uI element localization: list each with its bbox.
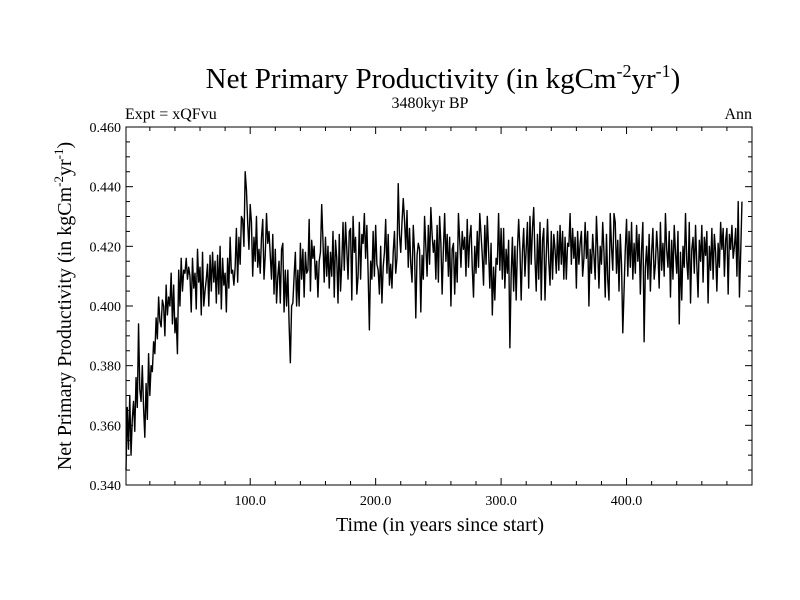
axes-layer: 0.340 0.360 0.380 0.400 0.420 0.440 0.460 100.0…	[90, 121, 752, 509]
x-tick-label: 400.0	[611, 494, 643, 509]
y-tick-label: 0.340	[90, 479, 122, 494]
chart-title: Net Primary Productivity (in kgCm-2yr-1)	[206, 61, 681, 95]
x-tick-label: 100.0	[234, 494, 266, 509]
series-line-npp	[125, 171, 743, 471]
experiment-label: Expt = xQFvu	[125, 106, 217, 123]
x-tick-label: 200.0	[360, 494, 392, 509]
period-label: 3480kyr BP	[392, 95, 469, 112]
x-tick-label: 300.0	[485, 494, 517, 509]
y-tick-label: 0.460	[90, 121, 122, 136]
x-axis-label: Time (in years since start)	[336, 514, 544, 536]
y-tick-label: 0.420	[90, 240, 122, 255]
y-tick-label: 0.380	[90, 360, 122, 375]
season-label: Ann	[724, 106, 752, 123]
series-layer	[125, 171, 743, 471]
y-tick-label: 0.440	[90, 181, 122, 196]
y-axis-label: Net Primary Productivity (in kgCm-2yr-1)	[51, 142, 76, 470]
y-tick-label: 0.360	[90, 419, 122, 434]
y-tick-label: 0.400	[90, 300, 122, 315]
